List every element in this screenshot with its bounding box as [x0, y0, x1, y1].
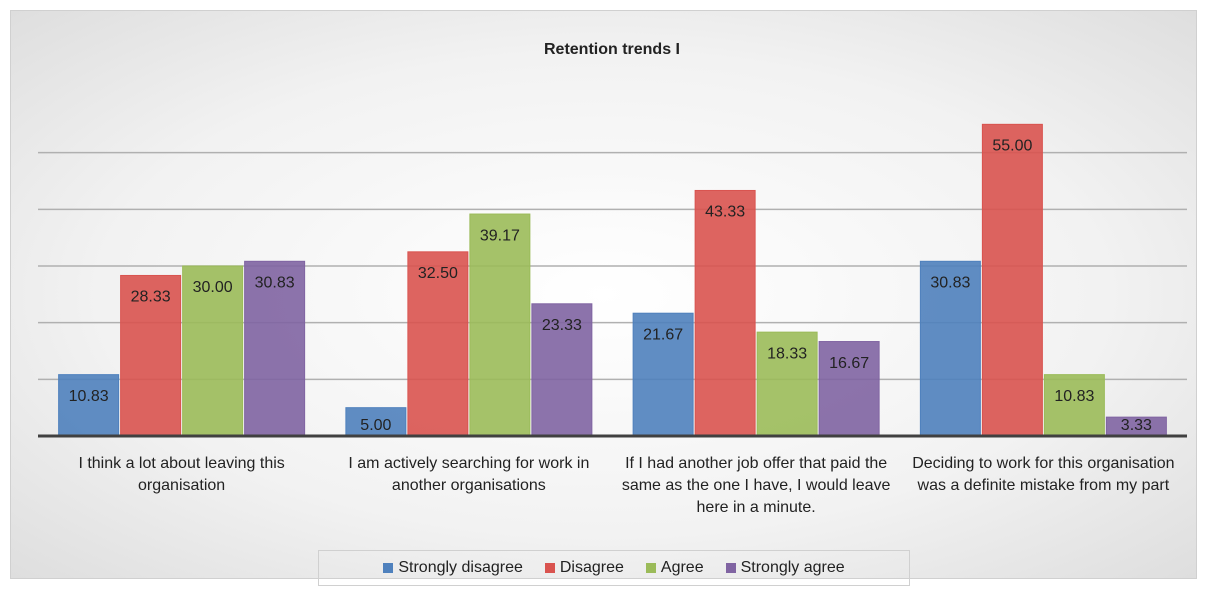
- legend-label: Agree: [660, 559, 704, 576]
- data-label: 23.33: [542, 317, 582, 334]
- data-label: 30.00: [193, 279, 233, 296]
- data-label: 3.33: [1121, 417, 1152, 434]
- legend-swatch: [645, 563, 656, 573]
- bar: [345, 407, 407, 437]
- data-label: 43.33: [705, 204, 745, 221]
- bar: [1043, 374, 1105, 437]
- data-label: 10.83: [69, 388, 109, 405]
- bar: [919, 260, 981, 437]
- data-label: 32.50: [418, 265, 458, 282]
- legend-item: Strongly disagree: [383, 559, 523, 577]
- data-label: 18.33: [767, 345, 807, 362]
- bar: [632, 312, 694, 437]
- bar: [407, 251, 469, 437]
- legend-swatch: [383, 563, 394, 573]
- data-label: 5.00: [360, 417, 391, 434]
- data-label: 39.17: [480, 227, 520, 244]
- data-label: 21.67: [643, 326, 683, 343]
- bar: [694, 189, 756, 437]
- data-label: 30.83: [930, 275, 970, 292]
- bar: [58, 374, 120, 437]
- data-label: 30.83: [255, 275, 295, 292]
- legend-swatch: [544, 563, 555, 573]
- legend-item: Agree: [645, 559, 704, 577]
- bar: [981, 123, 1043, 437]
- bar: [531, 303, 593, 437]
- legend-item: Disagree: [544, 559, 624, 577]
- data-label: 16.67: [829, 355, 869, 372]
- x-tick-label: I think a lot about leaving this organis…: [78, 455, 285, 494]
- bar: [756, 331, 818, 437]
- data-label: 28.33: [131, 289, 171, 306]
- legend-label: Strongly agree: [740, 559, 845, 576]
- legend-swatch: [725, 563, 736, 573]
- x-tick-label: If I had another job offer that paid the…: [621, 455, 891, 516]
- x-tick-label: Deciding to work for this organisation w…: [912, 455, 1175, 494]
- legend-label: Strongly disagree: [398, 559, 523, 576]
- bar: [244, 260, 306, 437]
- legend: Strongly disagree Disagree Agree Strongly a…: [318, 550, 910, 586]
- x-tick-label: I am actively searching for work in anot…: [348, 455, 590, 494]
- data-label: 55.00: [992, 138, 1032, 155]
- legend-label: Disagree: [559, 559, 624, 576]
- legend-item: Strongly agree: [725, 559, 845, 577]
- data-label: 10.83: [1054, 388, 1094, 405]
- bar: [469, 213, 531, 437]
- bar: [818, 341, 880, 437]
- bar: [182, 265, 244, 437]
- chart-title: Retention trends I: [544, 41, 680, 58]
